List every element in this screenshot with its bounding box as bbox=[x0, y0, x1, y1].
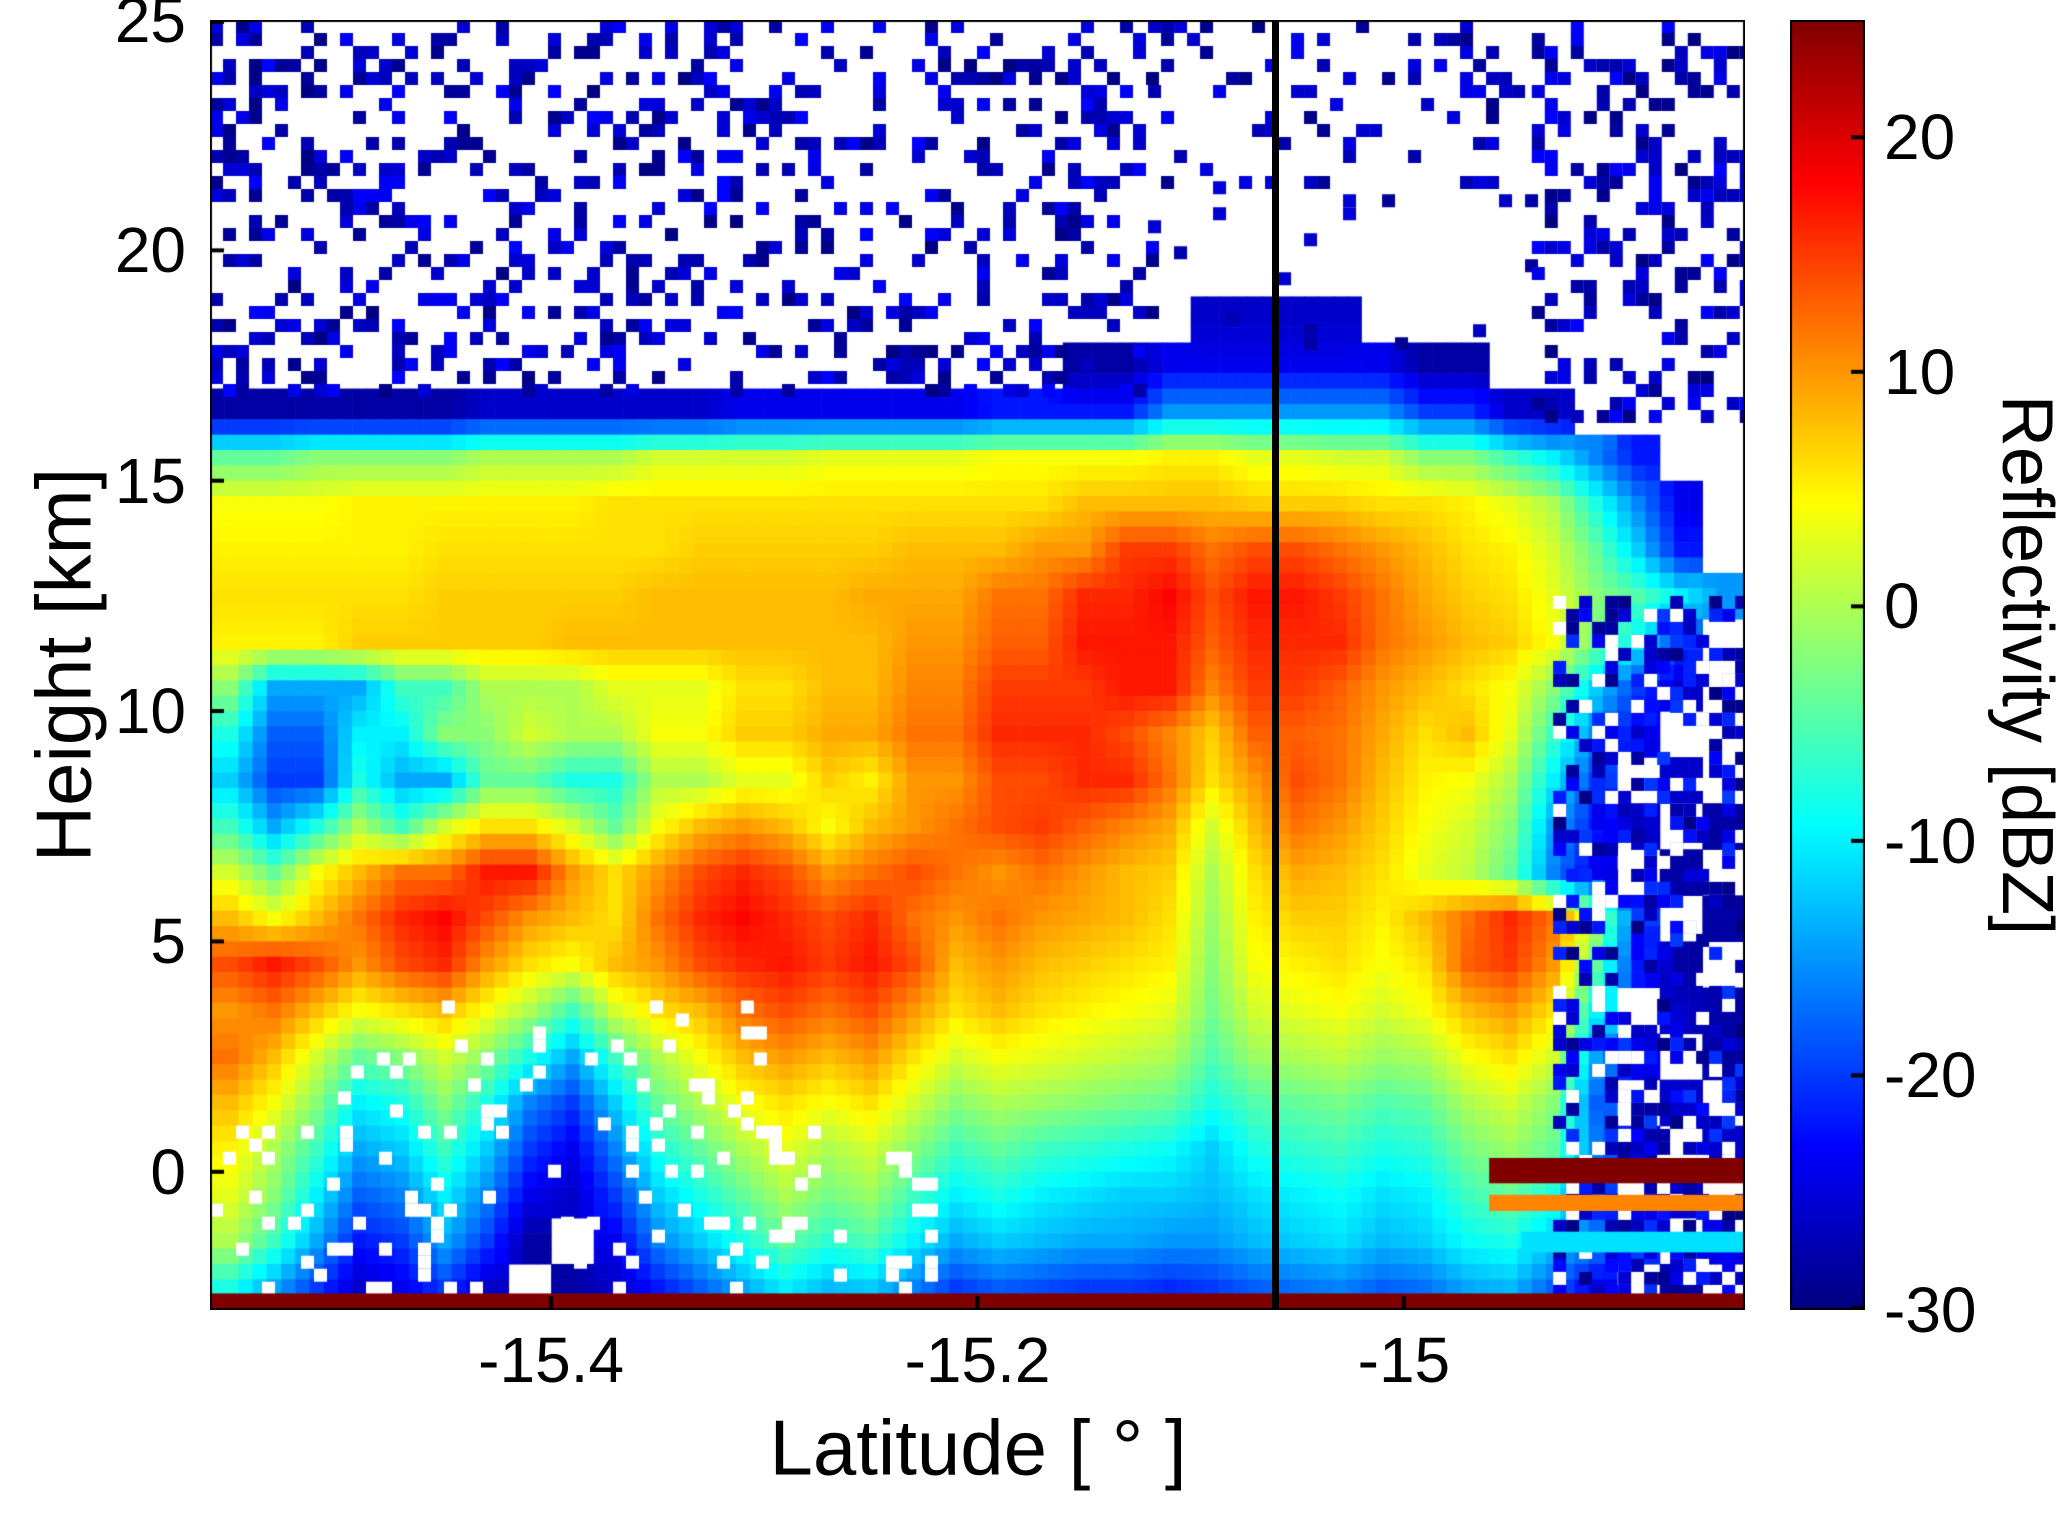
y-tick-label: 0 bbox=[150, 1135, 186, 1208]
y-tick-label: 25 bbox=[114, 0, 186, 56]
colorbar-canvas bbox=[1790, 20, 1865, 1310]
y-tick-label: 5 bbox=[150, 905, 186, 978]
colorbar-tick-label: 10 bbox=[1884, 335, 1956, 408]
y-tick-label: 20 bbox=[114, 214, 186, 287]
y-tick-label: 15 bbox=[114, 444, 186, 517]
y-tick-label: 10 bbox=[114, 675, 186, 748]
x-tick-label: -15.2 bbox=[904, 1324, 1051, 1396]
colorbar-tick-label: -10 bbox=[1884, 804, 1977, 877]
colorbar-tick-label: -30 bbox=[1884, 1274, 1977, 1346]
y-axis-label: Height [km] bbox=[19, 467, 108, 863]
heatmap-canvas bbox=[210, 20, 1745, 1310]
colorbar-label: Reflectivity [dBZ] bbox=[1987, 394, 2067, 936]
x-axis-label: Latitude [ ° ] bbox=[769, 1403, 1187, 1492]
colorbar-tick-label: 0 bbox=[1884, 570, 1920, 643]
transect-marker-line bbox=[1272, 20, 1280, 1310]
colorbar-tick-label: 20 bbox=[1884, 101, 1956, 174]
colorbar-tick-label: -20 bbox=[1884, 1039, 1977, 1112]
x-tick-label: -15.4 bbox=[478, 1324, 625, 1396]
x-tick-label: -15 bbox=[1357, 1324, 1451, 1396]
